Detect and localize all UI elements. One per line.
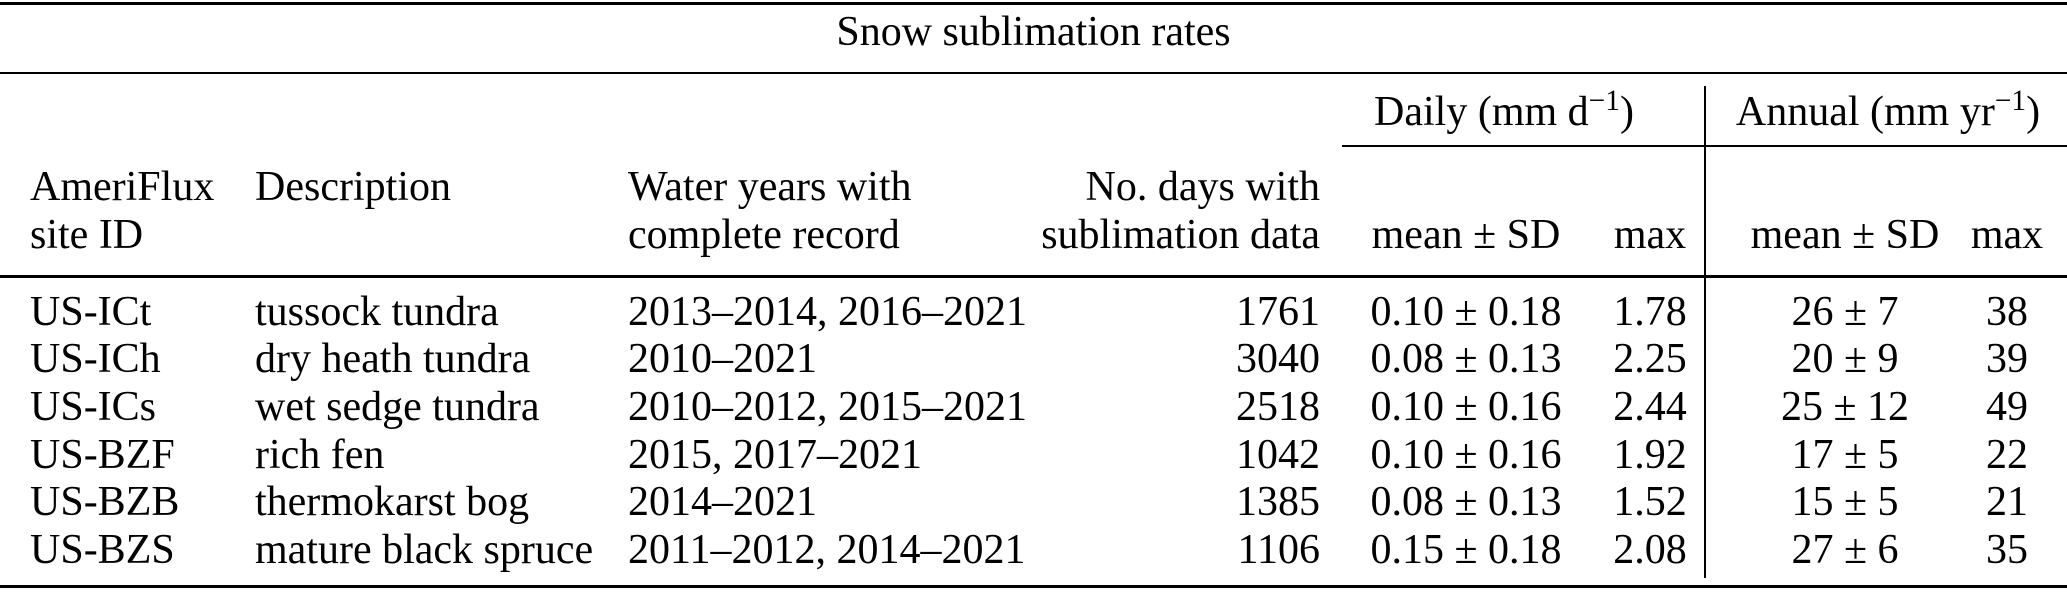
site-id-cell: US-ICt — [30, 288, 152, 335]
description-cell: rich fen — [255, 431, 385, 478]
annual-mean-cell: 26 ± 7 — [1791, 288, 1899, 335]
water-years-cell: 2011–2012, 2014–2021 — [628, 526, 1026, 573]
col-header-n-days-line2: sublimation data — [1041, 212, 1320, 258]
bottom-rule — [0, 585, 2067, 588]
description-cell: dry heath tundra — [255, 336, 531, 383]
site-id-cell: US-BZS — [30, 526, 175, 573]
description-cell: tussock tundra — [255, 288, 499, 335]
annual-max-cell: 22 — [1986, 431, 2028, 478]
n-days-cell: 2518 — [1236, 383, 1320, 430]
n-days-cell: 1042 — [1236, 431, 1320, 478]
water-years-cell: 2010–2021 — [628, 336, 817, 383]
col-header-site-id-line1: AmeriFlux — [30, 164, 215, 210]
group-header-annual: Annual (mm yr−1) — [1712, 86, 2064, 135]
annual-mean-cell: 27 ± 6 — [1791, 526, 1899, 573]
daily-exponent: −1 — [1588, 85, 1620, 117]
col-header-annual-mean: mean ± SD — [1740, 163, 1950, 259]
annual-mean-cell: 15 ± 5 — [1791, 479, 1899, 526]
daily-unit-close: ) — [1619, 89, 1634, 135]
daily-mean-cell: 0.15 ± 0.18 — [1370, 526, 1562, 573]
col-header-n-days-line1: No. days with — [1085, 164, 1321, 210]
daily-mean-cell: 0.10 ± 0.16 — [1370, 383, 1562, 430]
annual-unit-text: Annual (mm yr — [1735, 89, 1995, 135]
col-header-site-id: AmeriFlux site ID — [30, 163, 255, 259]
col-header-site-id-line2: site ID — [30, 212, 144, 258]
column-header-row: AmeriFlux site ID Description Water year… — [30, 163, 2064, 259]
water-years-cell: 2014–2021 — [628, 479, 817, 526]
spacer — [1688, 163, 1740, 259]
daily-max-cell: 1.52 — [1613, 479, 1687, 526]
col-header-daily-max: max — [1612, 163, 1688, 259]
top-rule — [0, 2, 2067, 5]
daily-annual-divider — [1704, 86, 1706, 578]
col-header-description: Description — [255, 164, 451, 210]
annual-max-cell: 49 — [1986, 383, 2028, 430]
col-header-daily-mean: mean ± SD — [1320, 163, 1612, 259]
col-header-water-years: Water years with complete record — [628, 163, 1010, 259]
description-cell: mature black spruce — [255, 526, 594, 573]
site-id-cell: US-ICs — [30, 383, 157, 430]
daily-max-cell: 1.92 — [1613, 431, 1687, 478]
water-years-cell: 2010–2012, 2015–2021 — [628, 383, 1027, 430]
col-header-annual-max-label: max — [1970, 212, 2044, 258]
header-rule — [0, 275, 2067, 278]
col-header-annual-mean-label: mean ± SD — [1750, 212, 1940, 258]
annual-mean-cell: 25 ± 12 — [1780, 383, 1910, 430]
table-title: Snow sublimation rates — [836, 9, 1231, 55]
water-years-cell: 2013–2014, 2016–2021 — [628, 288, 1027, 335]
col-header-daily-mean-label: mean ± SD — [1371, 212, 1561, 258]
n-days-cell: 1106 — [1237, 526, 1320, 573]
col-header-daily-max-label: max — [1613, 212, 1687, 258]
daily-max-cell: 2.44 — [1613, 383, 1687, 430]
annual-exponent: −1 — [1994, 85, 2027, 117]
daily-max-cell: 2.08 — [1613, 526, 1687, 573]
table-body: US-ICt tussock tundra 2013–2014, 2016–20… — [30, 288, 2064, 574]
daily-mean-cell: 0.10 ± 0.18 — [1370, 288, 1562, 335]
site-id-cell: US-ICh — [30, 336, 161, 383]
col-header-annual-max: max — [1950, 163, 2064, 259]
n-days-cell: 3040 — [1236, 336, 1320, 383]
daily-unit-text: Daily (mm d — [1374, 89, 1589, 135]
daily-mean-cell: 0.08 ± 0.13 — [1370, 479, 1562, 526]
annual-max-cell: 21 — [1986, 479, 2028, 526]
water-years-cell: 2015, 2017–2021 — [628, 431, 922, 478]
col-header-water-years-line1: Water years with — [628, 164, 912, 210]
annual-mean-cell: 17 ± 5 — [1791, 431, 1899, 478]
description-cell: thermokarst bog — [255, 479, 530, 526]
title-rule — [0, 72, 2067, 74]
site-id-cell: US-BZB — [30, 479, 180, 526]
annual-mean-cell: 20 ± 9 — [1791, 336, 1899, 383]
daily-max-cell: 2.25 — [1613, 336, 1687, 383]
col-header-n-days: No. days with sublimation data — [1010, 163, 1320, 259]
annual-unit-close: ) — [2026, 89, 2041, 135]
group-header-daily: Daily (mm d−1) — [1320, 86, 1688, 135]
col-header-water-years-line2: complete record — [628, 212, 900, 258]
daily-mean-cell: 0.08 ± 0.13 — [1370, 336, 1562, 383]
annual-max-cell: 35 — [1986, 526, 2028, 573]
daily-max-cell: 1.78 — [1613, 288, 1687, 335]
daily-mean-cell: 0.10 ± 0.16 — [1370, 431, 1562, 478]
annual-max-cell: 39 — [1986, 336, 2028, 383]
n-days-cell: 1761 — [1236, 288, 1320, 335]
site-id-cell: US-BZF — [30, 431, 175, 478]
annual-max-cell: 38 — [1986, 288, 2028, 335]
n-days-cell: 1385 — [1236, 479, 1320, 526]
description-cell: wet sedge tundra — [255, 383, 540, 430]
